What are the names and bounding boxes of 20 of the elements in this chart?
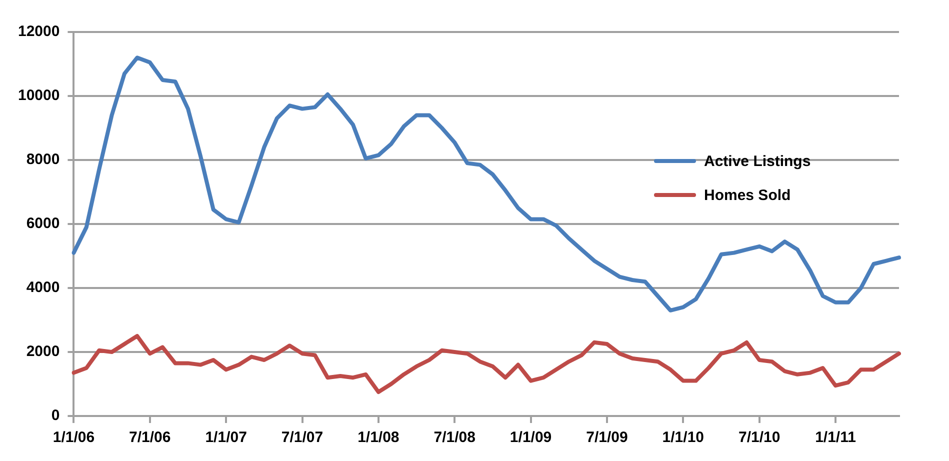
x-tick-label: 1/1/07 xyxy=(205,429,247,446)
x-tick-label: 1/1/08 xyxy=(358,429,400,446)
y-tick-label: 8000 xyxy=(26,151,60,168)
legend-label: Homes Sold xyxy=(704,186,791,204)
y-tick-label: 4000 xyxy=(26,279,60,296)
y-tick-label: 10000 xyxy=(18,87,60,104)
x-tick-label: 1/1/06 xyxy=(52,429,95,446)
x-tick-label: 1/1/09 xyxy=(510,429,552,446)
x-tick-label: 1/1/10 xyxy=(662,429,704,446)
x-tick-label: 7/1/06 xyxy=(129,429,171,446)
x-tick-label: 7/1/07 xyxy=(281,429,324,446)
y-tick-label: 0 xyxy=(51,407,60,424)
x-tick-label: 1/1/11 xyxy=(815,429,856,446)
x-tick-label: 7/1/08 xyxy=(434,429,476,446)
legend-label: Active Listings xyxy=(704,152,811,170)
y-tick-label: 6000 xyxy=(26,215,60,232)
y-tick-label: 12000 xyxy=(18,23,60,40)
x-tick-label: 7/1/09 xyxy=(586,429,628,446)
y-tick-label: 2000 xyxy=(26,343,60,360)
x-tick-label: 7/1/10 xyxy=(738,429,780,446)
